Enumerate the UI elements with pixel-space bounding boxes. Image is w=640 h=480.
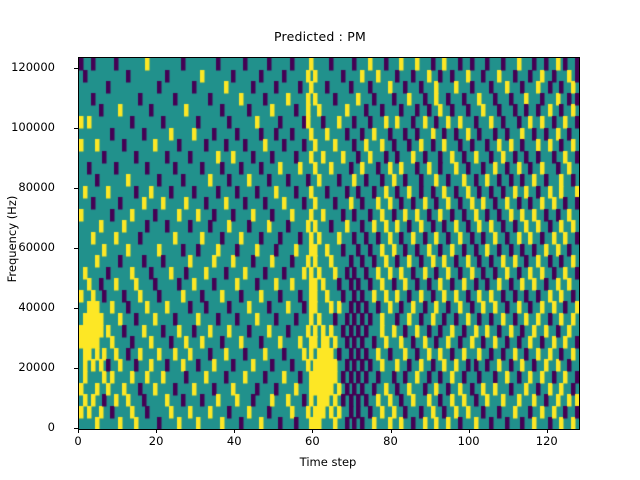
heatmap-canvas: [79, 58, 579, 429]
y-axis-label: Frequency (Hz): [5, 195, 19, 283]
y-tick-label: 60000: [18, 240, 55, 254]
x-tick-label: 60: [305, 434, 320, 448]
y-tick-mark: [74, 188, 78, 189]
y-tick-mark: [74, 308, 78, 309]
chart-title: Predicted : PM: [274, 29, 366, 44]
x-tick-mark: [78, 429, 79, 433]
x-tick-label: 20: [148, 434, 164, 448]
x-tick-mark: [469, 429, 470, 433]
y-tick-label: 0: [47, 420, 55, 434]
y-tick-mark: [74, 428, 78, 429]
x-tick-mark: [547, 429, 548, 433]
y-tick-label: 100000: [11, 120, 55, 134]
y-tick-mark: [74, 128, 78, 129]
x-tick-label: 0: [74, 434, 82, 448]
y-tick-label: 20000: [18, 360, 55, 374]
x-tick-label: 120: [535, 434, 558, 448]
x-tick-mark: [234, 429, 235, 433]
heatmap-axes: [78, 57, 580, 430]
y-tick-mark: [74, 248, 78, 249]
x-tick-mark: [156, 429, 157, 433]
y-tick-label: 120000: [11, 60, 55, 74]
x-tick-label: 80: [383, 434, 398, 448]
y-tick-mark: [74, 368, 78, 369]
x-tick-label: 100: [457, 434, 480, 448]
x-tick-mark: [391, 429, 392, 433]
y-tick-label: 40000: [18, 300, 55, 314]
y-tick-mark: [74, 68, 78, 69]
y-tick-label: 80000: [18, 180, 55, 194]
x-tick-mark: [312, 429, 313, 433]
x-axis-label: Time step: [299, 455, 357, 469]
x-tick-label: 40: [226, 434, 242, 448]
